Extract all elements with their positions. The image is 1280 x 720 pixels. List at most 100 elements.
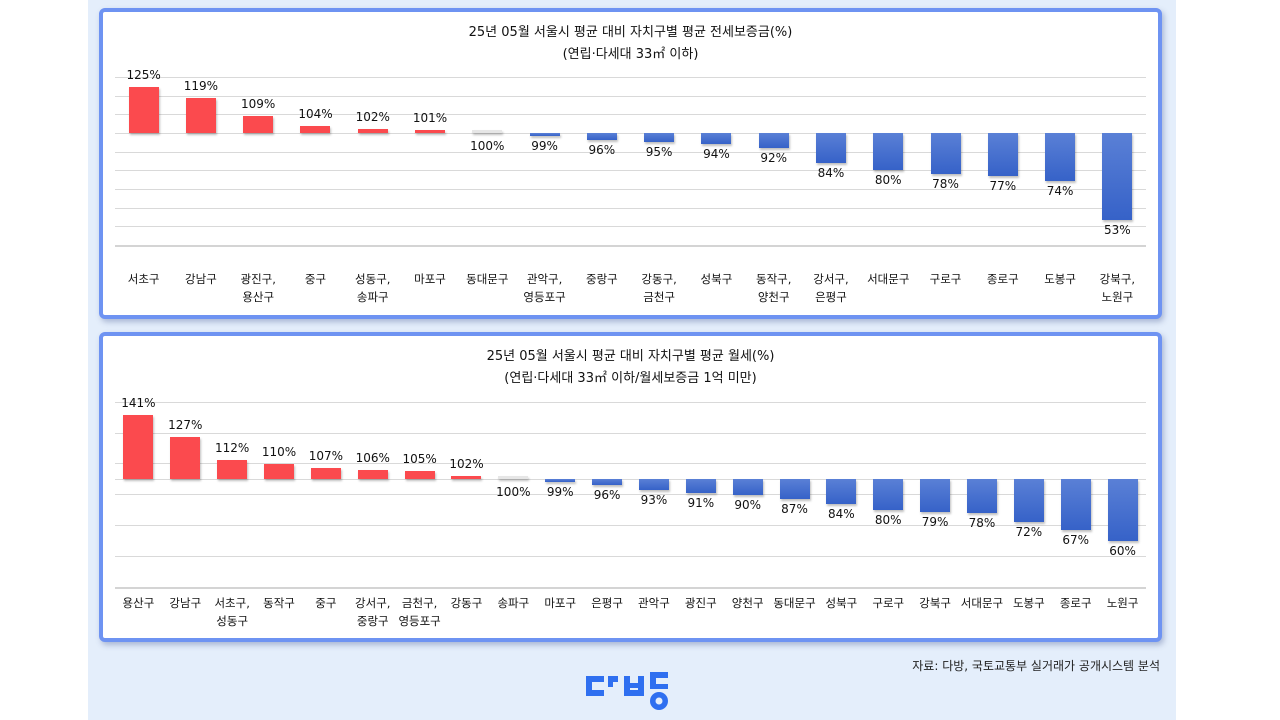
category-label: 강동구, 금천구 [641, 272, 677, 304]
bar [826, 479, 857, 504]
value-label: 78% [932, 176, 959, 191]
category-label: 관악구, 영등포구 [523, 272, 566, 304]
gridline [115, 77, 1146, 78]
value-label: 107% [308, 449, 344, 464]
value-label: 102% [355, 110, 390, 125]
bar [592, 479, 623, 486]
category-label: 용산구 [122, 596, 155, 610]
value-label: 102% [449, 456, 484, 471]
value-label: 93% [640, 492, 668, 507]
category-label: 은평구 [591, 596, 623, 610]
gridline [115, 114, 1146, 115]
dabang-logo-icon [586, 672, 668, 710]
bar [185, 97, 216, 133]
bar [638, 479, 669, 490]
value-label: 67% [1062, 533, 1090, 548]
category-label: 강남구 [185, 272, 217, 286]
value-label: 74% [1046, 184, 1074, 199]
gridline [115, 463, 1146, 464]
value-label: 60% [1109, 544, 1136, 558]
value-label: 119% [183, 78, 219, 93]
value-label: 94% [703, 147, 730, 162]
bar [310, 468, 341, 479]
value-label: 96% [588, 143, 616, 158]
value-label: 84% [817, 165, 845, 180]
value-label: 105% [402, 452, 437, 467]
monthly-rent-chart-panel: 25년 05월 서울시 평균 대비 자치구별 평균 월세(%) (연립·다세대 … [99, 332, 1162, 642]
bar [498, 476, 529, 479]
x-axis-line [115, 587, 1146, 589]
gridline [115, 479, 1146, 480]
value-label: 96% [593, 488, 621, 503]
bar [123, 415, 154, 479]
bar [873, 133, 904, 170]
category-label: 중구 [304, 272, 327, 286]
category-label: 노원구 [1106, 596, 1139, 610]
value-label: 99% [546, 485, 574, 499]
gridline [115, 152, 1146, 153]
value-label: 141% [121, 396, 156, 411]
gridline [115, 433, 1146, 434]
bar [357, 129, 388, 133]
value-label: 95% [645, 145, 673, 160]
value-label: 92% [760, 150, 788, 165]
value-label: 99% [531, 139, 558, 153]
bar [472, 130, 503, 133]
bar [128, 86, 159, 133]
bar [644, 133, 675, 143]
bar [264, 463, 295, 479]
category-label: 성북구 [825, 596, 858, 610]
category-label: 광진구 [684, 596, 717, 610]
category-label: 중랑구 [585, 272, 618, 286]
category-label: 관악구 [638, 596, 670, 610]
value-label: 101% [412, 111, 448, 125]
value-label: 80% [874, 173, 902, 187]
value-label: 84% [828, 506, 855, 521]
value-label: 87% [781, 502, 808, 517]
bar [966, 479, 997, 514]
category-label: 서대문구 [960, 596, 1004, 610]
category-label: 강북구 [919, 596, 951, 610]
category-label: 광진구, 용산구 [240, 272, 276, 304]
bar [1013, 479, 1044, 523]
category-label: 성동구, 송파구 [355, 272, 391, 304]
category-label: 양천구 [731, 596, 764, 610]
gridline [115, 189, 1146, 190]
category-label: 동작구 [263, 596, 295, 610]
bar [701, 133, 732, 145]
category-label: 강동구 [450, 596, 483, 610]
x-axis-line [115, 245, 1146, 247]
category-label: 동작구, 양천구 [755, 272, 792, 304]
value-label: 72% [1015, 525, 1043, 540]
bar [987, 133, 1018, 176]
bar [217, 460, 248, 479]
gridline [115, 525, 1146, 526]
bar [545, 479, 576, 482]
category-label: 도봉구 [1044, 272, 1076, 286]
category-label: 종로구 [986, 272, 1019, 286]
bar [300, 125, 331, 133]
bar [529, 133, 560, 136]
value-label: 125% [126, 67, 161, 82]
gridline [115, 170, 1146, 171]
gridline [115, 96, 1146, 97]
value-label: 112% [215, 441, 250, 456]
value-label: 100% [496, 485, 531, 499]
category-label: 송파구 [497, 596, 530, 610]
value-label: 79% [921, 514, 949, 529]
value-label: 78% [968, 516, 996, 531]
value-label: 90% [734, 497, 761, 512]
value-label: 100% [470, 139, 505, 153]
chart-subtitle: (연립·다세대 33㎡ 이하) [562, 47, 699, 62]
category-label: 강서구, 은평구 [813, 272, 849, 304]
category-label: 성북구 [700, 272, 733, 286]
gridline [115, 402, 1146, 403]
bar [404, 471, 435, 479]
bar [920, 479, 951, 512]
value-label: 91% [687, 495, 715, 510]
category-label: 강서구, 중랑구 [355, 596, 391, 628]
category-label: 마포구 [544, 596, 577, 610]
bar [243, 116, 274, 133]
bar [1045, 133, 1076, 182]
bar [815, 133, 846, 163]
